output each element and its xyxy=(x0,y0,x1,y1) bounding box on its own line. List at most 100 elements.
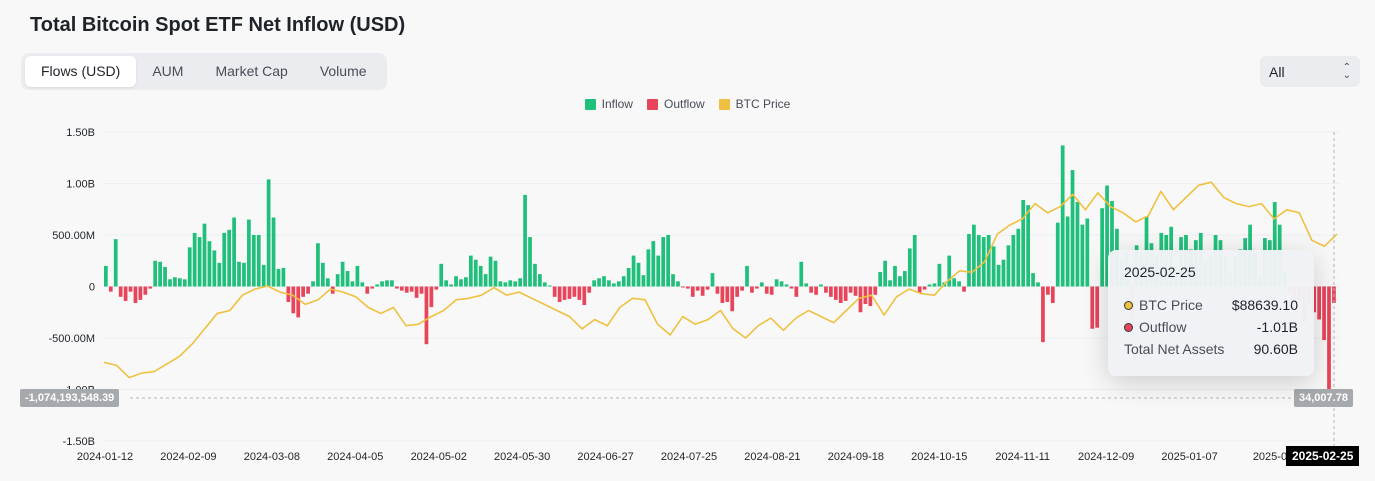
inflow-bar xyxy=(902,271,907,287)
tab-flows[interactable]: Flows (USD) xyxy=(25,56,137,87)
inflow-bar xyxy=(819,284,823,287)
outflow-bar xyxy=(843,286,848,301)
legend-swatch-inflow xyxy=(584,98,596,110)
outflow-bar xyxy=(409,286,414,292)
inflow-bar xyxy=(276,268,281,287)
chart-legend: Inflow Outflow BTC Price xyxy=(0,97,1375,111)
inflow-bar xyxy=(784,284,789,287)
outflow-bar xyxy=(567,286,572,299)
inflow-bar xyxy=(468,255,473,287)
inflow-bar xyxy=(113,239,118,287)
inflow-bar xyxy=(488,256,493,287)
tab-aum[interactable]: AUM xyxy=(152,63,184,79)
inflow-bar xyxy=(261,264,266,287)
inflow-bar xyxy=(991,246,996,287)
inflow-bar xyxy=(168,279,172,287)
inflow-bar xyxy=(335,274,340,287)
inflow-bar xyxy=(1011,235,1016,287)
inflow-bar xyxy=(607,280,611,287)
outflow-bar xyxy=(809,286,814,293)
outflow-bar xyxy=(1090,286,1095,329)
x-tick-label: 2024-06-27 xyxy=(577,451,633,463)
legend-item-outflow[interactable]: Outflow xyxy=(646,97,705,111)
outflow-bar xyxy=(824,286,828,293)
tab-volume[interactable]: Volume xyxy=(319,63,367,79)
time-range-select[interactable]: All ⌃ ⌄ xyxy=(1260,56,1360,87)
outflow-bar xyxy=(750,286,754,293)
inflow-bar xyxy=(759,282,764,287)
outflow-bar xyxy=(725,286,730,302)
outflow-bar xyxy=(740,286,744,291)
inflow-bar xyxy=(986,235,991,287)
outflow-bar xyxy=(301,286,306,297)
tab-market-cap[interactable]: Market Cap xyxy=(215,63,288,79)
inflow-bar xyxy=(661,237,666,287)
y-tick-label: -500.00M xyxy=(49,333,95,345)
x-axis: 2024-01-12 2024-02-09 2024-03-08 2024-04-05… xyxy=(77,451,1293,463)
outflow-bar xyxy=(695,286,700,291)
tooltip-label: Total Net Assets xyxy=(1124,341,1225,357)
inflow-bar xyxy=(242,262,246,287)
outflow-bar xyxy=(118,286,123,297)
outflow-bar xyxy=(557,286,562,302)
inflow-bar xyxy=(187,247,192,287)
legend-item-btc-price[interactable]: BTC Price xyxy=(718,97,791,111)
crosshair-left-value: -1,074,193,548.39 xyxy=(20,389,120,407)
inflow-bar xyxy=(616,281,621,287)
x-tick-label: 2024-05-30 xyxy=(494,451,550,463)
outflow-bar xyxy=(863,286,868,305)
inflow-bar xyxy=(153,260,158,287)
chart-tooltip: 2025-02-25 BTC Price $88639.10 Outflow -… xyxy=(1108,250,1314,376)
inflow-bar xyxy=(182,279,187,287)
metric-tabs: Flows (USD) AUM Market Cap Volume xyxy=(21,53,387,90)
inflow-bar xyxy=(227,229,232,287)
inflow-bar xyxy=(1065,216,1070,287)
inflow-bar xyxy=(641,275,646,287)
inflow-bar xyxy=(449,284,453,287)
inflow-bar xyxy=(222,232,227,287)
outflow-bar xyxy=(577,286,582,300)
outflow-bar xyxy=(755,286,759,289)
legend-item-inflow[interactable]: Inflow xyxy=(584,97,633,111)
inflow-bar xyxy=(626,267,631,287)
inflow-bar xyxy=(710,273,715,287)
inflow-bar xyxy=(163,266,167,287)
outflow-bar xyxy=(794,286,799,297)
inflow-bar xyxy=(508,280,513,287)
inflow-bar xyxy=(621,276,626,287)
inflow-bar xyxy=(1026,205,1031,287)
inflow-bar xyxy=(350,281,355,287)
inflow-bar xyxy=(1006,245,1011,287)
tooltip-row-outflow: Outflow -1.01B xyxy=(1124,316,1298,338)
inflow-bar xyxy=(542,282,547,287)
outflow-bar xyxy=(1322,286,1326,341)
inflow-bar xyxy=(385,280,389,287)
inflow-bar xyxy=(345,271,350,287)
outflow-bar xyxy=(1327,286,1331,391)
outflow-bar xyxy=(552,286,557,297)
y-tick-label: 500.00M xyxy=(52,230,95,242)
outflow-bar xyxy=(404,286,409,293)
inflow-bar xyxy=(1021,199,1026,287)
inflow-bar xyxy=(493,260,498,287)
outflow-bar xyxy=(685,286,690,289)
inflow-bar xyxy=(1075,202,1080,287)
chevron-up-down-icon: ⌃ ⌄ xyxy=(1342,61,1351,81)
inflow-bar xyxy=(631,255,636,287)
outflow-bar xyxy=(582,286,587,306)
outflow-bar xyxy=(838,286,843,303)
inflow-bar xyxy=(104,265,108,287)
outflow-bar xyxy=(434,286,439,290)
inflow-bar xyxy=(1016,228,1021,287)
inflow-bar xyxy=(237,261,241,287)
inflow-bar xyxy=(597,278,601,287)
legend-label-btc-price: BTC Price xyxy=(735,97,791,111)
outflow-bar xyxy=(873,286,878,295)
x-tick-label: 2024-11-11 xyxy=(995,451,1050,463)
legend-swatch-btc-price xyxy=(718,98,730,110)
inflow-bar xyxy=(804,283,809,287)
inflow-bar xyxy=(1105,185,1109,287)
outflow-bar xyxy=(1041,286,1045,343)
inflow-bar xyxy=(281,267,286,287)
